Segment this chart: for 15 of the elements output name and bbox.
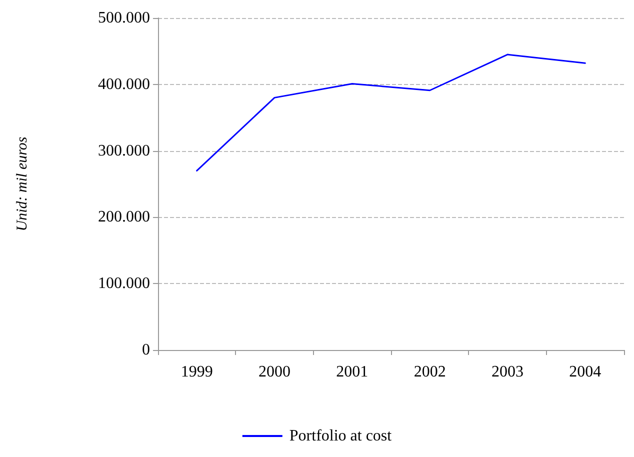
legend-label: Portfolio at cost <box>289 428 392 444</box>
x-tick-label: 2003 <box>492 364 524 380</box>
y-tick-label: 0 <box>142 342 150 358</box>
y-tick-label: 300.000 <box>98 142 150 160</box>
y-tick-label: 100.000 <box>98 275 150 292</box>
x-tick-label: 2004 <box>569 364 602 380</box>
y-tick-label: 200.000 <box>98 208 150 226</box>
y-tick-label: 500.000 <box>98 10 150 26</box>
y-tick-label: 400.000 <box>98 76 150 93</box>
x-tick-label: 2000 <box>258 364 290 380</box>
line-series <box>196 54 586 172</box>
x-tick-label: 1999 <box>180 364 213 380</box>
x-tick-label: 2002 <box>414 364 446 380</box>
y-axis-title: Unid: mil euros <box>14 136 30 232</box>
x-tick-label: 2001 <box>336 364 368 380</box>
